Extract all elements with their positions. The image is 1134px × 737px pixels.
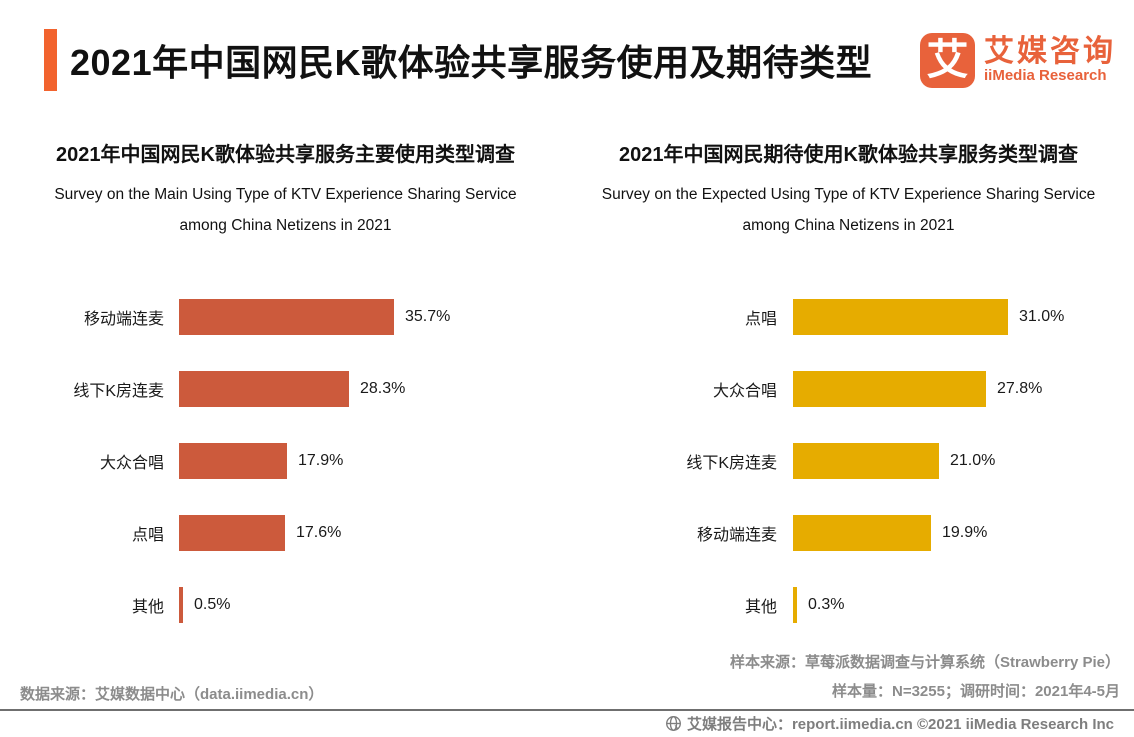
category-label: 线下K房连麦 <box>686 455 777 472</box>
bar <box>179 443 287 479</box>
chart-subtitle: Survey on the Expected Using Type of KTV… <box>577 179 1120 241</box>
chart-title: 2021年中国网民K歌体验共享服务主要使用类型调查 <box>56 144 515 166</box>
chart-expected: 2021年中国网民期待使用K歌体验共享服务类型调查 Survey on the … <box>577 138 1120 641</box>
chart-subtitle: Survey on the Main Using Type of KTV Exp… <box>14 179 557 241</box>
bar-row: 移动端连麦 35.7% <box>14 281 557 353</box>
report-center-note: 艾媒报告中心：report.iimedia.cn ©2021 iiMedia R… <box>665 713 1114 734</box>
bar-row: 点唱 31.0% <box>577 281 1120 353</box>
bar <box>179 371 349 407</box>
value-label: 0.5% <box>194 596 231 613</box>
bar <box>793 515 931 551</box>
bar-row: 线下K房连麦 28.3% <box>14 353 557 425</box>
bar-row: 大众合唱 27.8% <box>577 353 1120 425</box>
chart-subtitle-line: among China Netizens in 2021 <box>179 217 392 234</box>
value-label: 17.6% <box>296 524 342 541</box>
value-label: 28.3% <box>360 380 406 397</box>
chart-subtitle-line: Survey on the Expected Using Type of KTV… <box>601 186 1096 203</box>
data-source-note: 数据来源：艾媒数据中心（data.iimedia.cn） <box>20 686 324 703</box>
category-label: 移动端连麦 <box>696 527 777 544</box>
logo-glyph: 艾 <box>926 36 969 83</box>
bar <box>179 587 183 623</box>
logo-name-cn: 艾媒咨询 <box>984 35 1116 68</box>
bar-row: 移动端连麦 19.9% <box>577 497 1120 569</box>
sample-source-line: 样本来源：草莓派数据调查与计算系统（Strawberry Pie） <box>729 654 1120 671</box>
bar <box>179 515 285 551</box>
iimedia-logo: 艾 艾媒咨询 iiMedia Research <box>920 32 1116 88</box>
chart-subtitle-line: among China Netizens in 2021 <box>742 217 955 234</box>
globe-cursor-icon <box>665 715 682 732</box>
category-label: 大众合唱 <box>712 383 777 400</box>
bar-row: 其他 0.3% <box>577 569 1120 641</box>
value-label: 17.9% <box>298 452 344 469</box>
value-label: 31.0% <box>1019 308 1065 325</box>
logo-text: 艾媒咨询 iiMedia Research <box>984 36 1116 84</box>
category-label: 线下K房连麦 <box>73 383 164 400</box>
charts-area: 2021年中国网民K歌体验共享服务主要使用类型调查 Survey on the … <box>0 138 1134 641</box>
category-label: 点唱 <box>131 527 164 544</box>
bar-group: 移动端连麦 35.7% 线下K房连麦 28.3% 大众合唱 17.9% 点唱 <box>14 281 557 641</box>
page-title: 2021年中国网民K歌体验共享服务使用及期待类型 <box>70 42 873 83</box>
chart-title: 2021年中国网民期待使用K歌体验共享服务类型调查 <box>619 144 1078 166</box>
bar-row: 点唱 17.6% <box>14 497 557 569</box>
sample-source-note: 样本来源：草莓派数据调查与计算系统（Strawberry Pie） 样本量：N=… <box>730 648 1120 706</box>
chart-subtitle-line: Survey on the Main Using Type of KTV Exp… <box>54 186 517 203</box>
bar <box>793 587 797 623</box>
value-label: 27.8% <box>997 380 1043 397</box>
value-label: 21.0% <box>950 452 996 469</box>
report-header: 2021年中国网民K歌体验共享服务使用及期待类型 艾 艾媒咨询 iiMedia … <box>44 28 1116 92</box>
bar <box>793 299 1008 335</box>
bar-group: 点唱 31.0% 大众合唱 27.8% 线下K房连麦 21.0% 移动端连麦 <box>577 281 1120 641</box>
bar <box>793 443 939 479</box>
value-label: 0.3% <box>808 596 845 613</box>
footer-divider <box>0 709 1134 711</box>
title-accent-bar <box>44 29 57 91</box>
bar <box>179 299 394 335</box>
sample-size-line: 样本量：N=3255；调研时间：2021年4-5月 <box>831 683 1120 700</box>
category-label: 其他 <box>131 599 164 616</box>
category-label: 其他 <box>744 599 777 616</box>
category-label: 点唱 <box>744 311 777 328</box>
logo-name-en: iiMedia Research <box>984 66 1107 84</box>
bar <box>793 371 986 407</box>
bar-row: 其他 0.5% <box>14 569 557 641</box>
value-label: 35.7% <box>405 308 451 325</box>
category-label: 大众合唱 <box>99 455 164 472</box>
report-center-text: 艾媒报告中心：report.iimedia.cn ©2021 iiMedia R… <box>686 716 1114 733</box>
bar-row: 大众合唱 17.9% <box>14 425 557 497</box>
iimedia-logo-icon: 艾 <box>920 32 975 88</box>
bar-row: 线下K房连麦 21.0% <box>577 425 1120 497</box>
category-label: 移动端连麦 <box>83 311 164 328</box>
value-label: 19.9% <box>942 524 988 541</box>
chart-usage: 2021年中国网民K歌体验共享服务主要使用类型调查 Survey on the … <box>14 138 557 641</box>
